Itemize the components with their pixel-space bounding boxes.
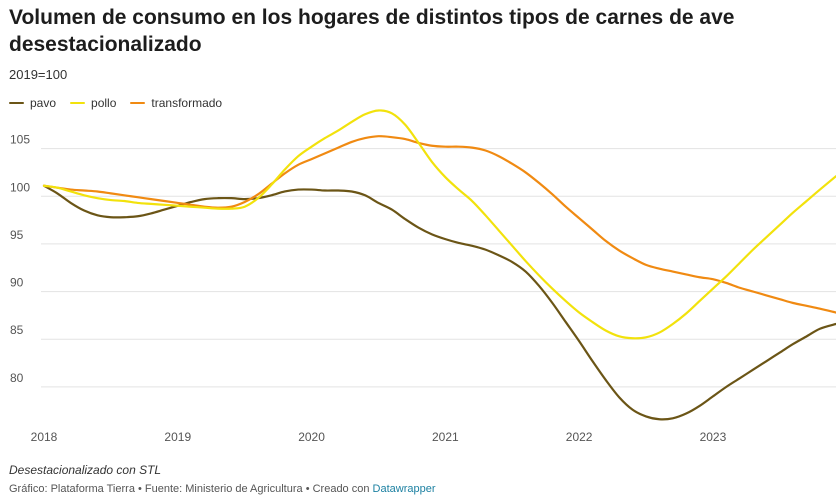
legend-swatch-pavo [9,102,24,104]
x-tick-label: 2020 [298,430,325,444]
y-tick-label: 90 [10,276,24,290]
legend-label-transformado: transformado [151,96,223,110]
series-line-pollo [42,109,836,340]
legend-label-pollo: pollo [91,96,117,110]
series-line-pavo [42,184,836,421]
x-tick-label: 2018 [31,430,58,444]
y-tick-label: 100 [10,180,30,194]
x-tick-label: 2019 [164,430,191,444]
y-tick-label: 80 [10,371,24,385]
x-tick-label: 2022 [566,430,593,444]
y-tick-label: 85 [10,323,24,337]
legend-item-pollo: pollo [70,96,116,110]
legend-item-pavo: pavo [9,96,56,110]
series-line-transformado [42,135,836,314]
x-tick-label: 2023 [700,430,727,444]
legend-swatch-transformado [130,102,146,104]
chart-note: Desestacionalizado con STL [9,463,162,477]
legend-swatch-pollo [70,102,86,104]
legend-item-transformado: transformado [130,96,222,110]
x-tick-label: 2021 [432,430,459,444]
legend: pavo pollo transformado [9,96,236,110]
chart-subtitle: 2019=100 [9,67,68,82]
y-tick-label: 105 [10,133,30,147]
chart-title: Volumen de consumo en los hogares de dis… [9,6,735,56]
datawrapper-link[interactable]: Datawrapper [372,483,436,495]
footer-credits: Gráfico: Plataforma Tierra • Fuente: Min… [9,483,370,495]
line-chart: 80 85 90 95 100 105 2018 2019 2020 2021 2022 2023 [10,109,836,444]
legend-label-pavo: pavo [30,96,57,110]
y-tick-label: 95 [10,228,24,242]
chart-footer: Gráfico: Plataforma Tierra • Fuente: Min… [9,483,436,495]
